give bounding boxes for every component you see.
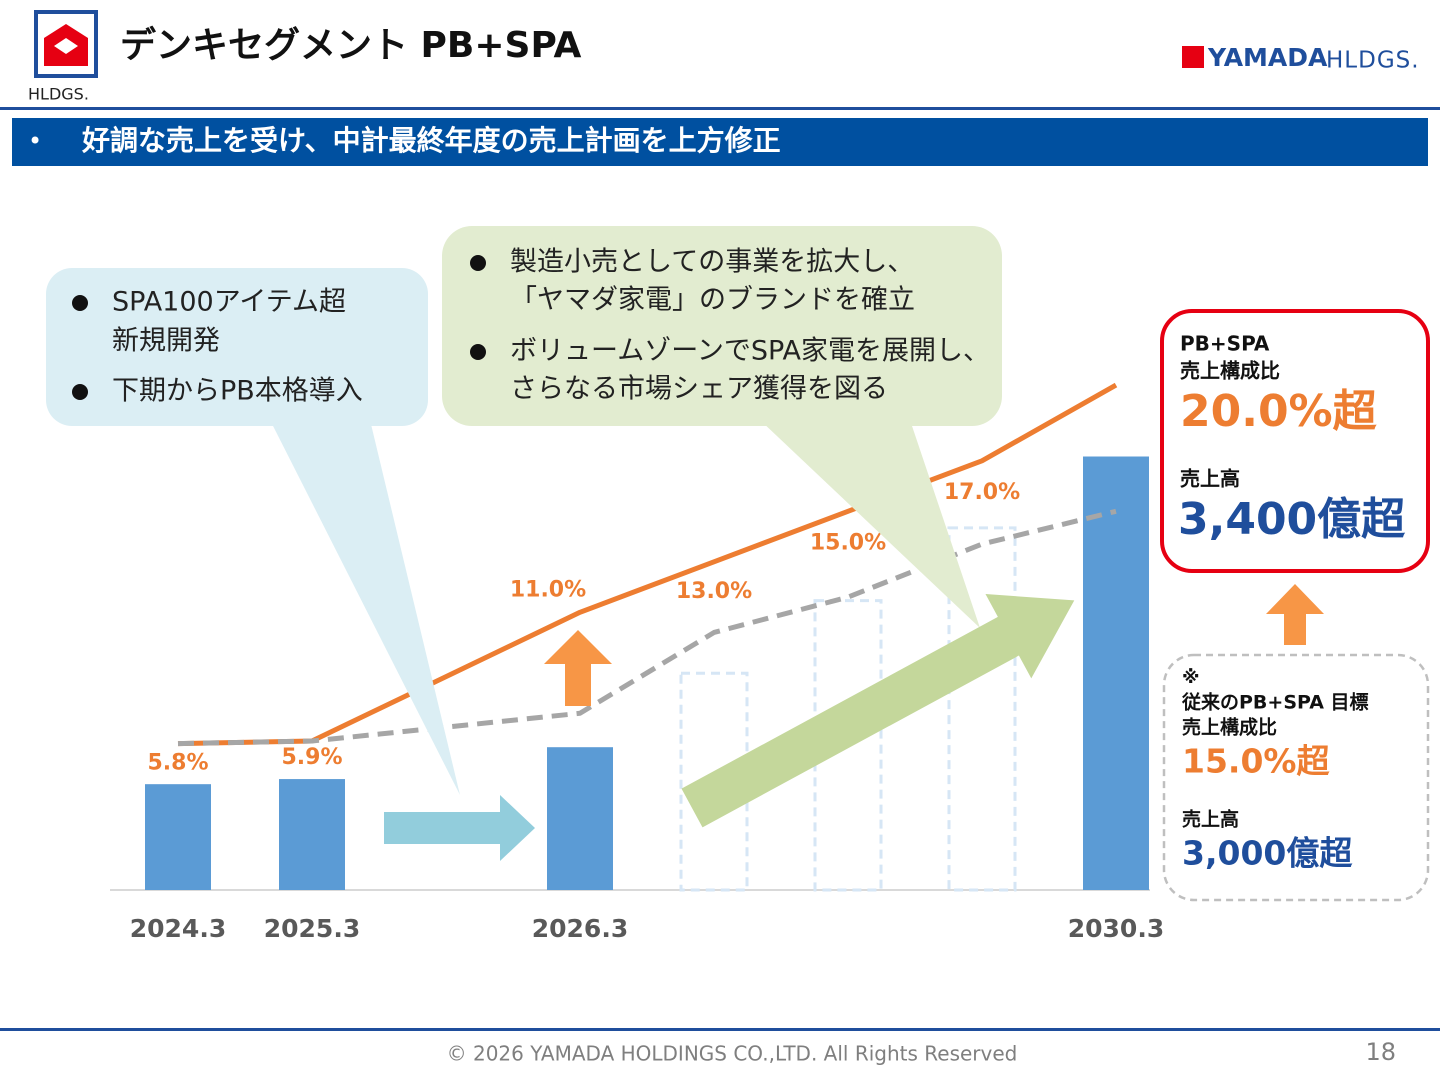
target-label: 売上構成比 [1182, 716, 1277, 739]
data-label: 15.0% [810, 530, 886, 555]
callout-text: 新規開発 [112, 326, 220, 357]
data-label: 5.8% [147, 751, 208, 776]
target-box [1160, 309, 1430, 573]
target-label: 従来のPB+SPA 目標 [1181, 691, 1369, 714]
target-note: ※ [1182, 667, 1200, 688]
arrow-shape [681, 594, 1075, 828]
x-tick-label: 2024.3 [130, 914, 226, 943]
logo-mark-inner [54, 38, 78, 54]
bar [547, 747, 613, 890]
data-label: 17.0% [944, 480, 1020, 505]
target-label: PB+SPA [1180, 332, 1270, 356]
banner [12, 118, 1428, 166]
bar [947, 526, 1017, 892]
logo-sub: HLDGS. [28, 85, 89, 104]
bar [279, 779, 345, 890]
bullet [470, 344, 486, 360]
callout-text: 「ヤマダ家電」のブランドを確立 [510, 285, 915, 316]
footer-rule [0, 1028, 1440, 1031]
callout-text: 下期からPB本格導入 [112, 376, 363, 407]
line [177, 508, 1117, 747]
brand: YAMADA [1207, 43, 1328, 72]
callout-text: ボリュームゾーンでSPA家電を展開し、 [510, 336, 990, 367]
arrow [384, 795, 535, 861]
target-sales: 3,400億超 [1178, 494, 1406, 545]
target-label: 売上高 [1182, 808, 1239, 831]
arrow [544, 630, 612, 706]
x-tick-label: 2030.3 [1068, 914, 1164, 943]
header-rule [0, 107, 1440, 110]
brand-mark [1182, 46, 1204, 68]
bar [813, 599, 883, 892]
callout-tail [760, 420, 980, 628]
bar [679, 671, 749, 892]
arrow [1266, 584, 1324, 645]
target-label: 売上高 [1180, 467, 1240, 491]
target-sales: 3,000億超 [1182, 834, 1353, 873]
callout-text: SPA100アイテム超 [112, 287, 346, 318]
callout [442, 226, 1002, 426]
target-box [1162, 653, 1430, 902]
plot: 2024.3 2025.3 2026.3 2030.3 5.8% 5.9% 11.0% 13.… [110, 382, 1164, 943]
x-tick-label: 2026.3 [532, 914, 628, 943]
callout [46, 268, 428, 426]
callout-tail [270, 420, 460, 795]
data-label: 5.9% [281, 745, 342, 770]
target-ratio: 20.0%超 [1180, 386, 1378, 437]
bullet [470, 255, 486, 271]
page-number: 18 [1365, 1038, 1396, 1066]
data-label: 11.0% [510, 577, 586, 602]
x-tick-label: 2025.3 [264, 914, 360, 943]
bar [145, 784, 211, 890]
bar [1083, 456, 1149, 890]
banner-text: 好調な売上を受け、中計最終年度の売上計画を上方修正 [81, 124, 781, 157]
copyright: © 2026 YAMADA HOLDINGS CO.,LTD. All Righ… [447, 1042, 1018, 1066]
target-label: 売上構成比 [1180, 359, 1280, 383]
arrow [681, 594, 1075, 828]
brand-sub: HLDGS. [1326, 48, 1420, 74]
callout-text: さらなる市場シェア獲得を図る [510, 374, 888, 405]
banner-bullet: • [28, 127, 42, 155]
callout-text: 製造小売としての事業を拡大し、 [510, 247, 914, 278]
bullet [72, 384, 88, 400]
target-ratio: 15.0%超 [1182, 742, 1330, 781]
page-title: デンキセグメント PB+SPA [120, 24, 582, 66]
data-label: 13.0% [676, 579, 752, 604]
bullet [72, 295, 88, 311]
